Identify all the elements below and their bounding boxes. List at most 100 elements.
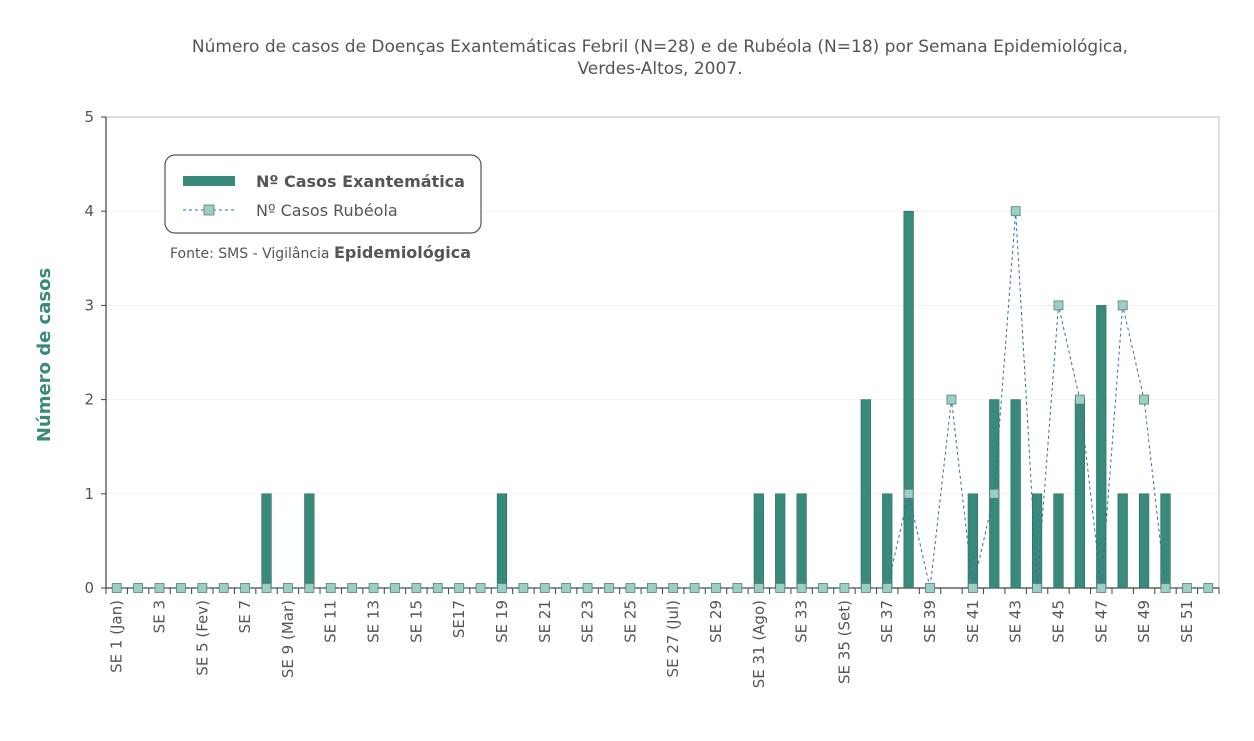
point-rubeola-20: [518, 583, 529, 593]
point-rubeola-26: [646, 583, 657, 593]
x-tick-label-27: SE 27 (Jul): [664, 600, 682, 677]
x-tick-label-1: SE 1 (Jan): [108, 600, 126, 673]
point-rubeola-24: [604, 583, 614, 593]
point-rubeola-13: [368, 583, 379, 593]
x-tick-label-33: SE 33: [793, 600, 811, 643]
x-tick-label-43: SE 43: [1007, 600, 1025, 643]
point-rubeola-11: [325, 583, 336, 593]
point-rubeola-14: [390, 583, 400, 593]
legend-label-exantematica: Nº Casos Exantemática: [256, 172, 465, 191]
point-rubeola-9: [283, 583, 293, 593]
source-note: Fonte: SMS - Vigilância Epidemiológica: [170, 243, 471, 262]
point-rubeola-52: [1203, 583, 1214, 593]
bar-exantematica-36: [860, 399, 871, 589]
bar-exantematica-19: [496, 493, 508, 589]
point-rubeola-3: [154, 583, 165, 593]
y-tick-labels: 0 1 2 3 4 5: [84, 108, 106, 597]
point-rubeola-18: [475, 583, 486, 593]
y-tick-label-3: 3: [84, 296, 94, 314]
y-axis-label: Número de casos: [34, 268, 55, 442]
bar-exantematica-32: [775, 493, 786, 589]
point-rubeola-4: [176, 583, 186, 593]
x-tick-label-7: SE 7: [236, 600, 254, 633]
x-tick-label-29: SE 29: [707, 600, 725, 643]
x-tick-label-23: SE 23: [579, 600, 597, 643]
point-rubeola-34: [818, 583, 828, 593]
point-rubeola-33: [796, 583, 807, 593]
point-rubeola-50: [1160, 583, 1171, 593]
point-rubeola-45: [1053, 300, 1064, 311]
point-rubeola-38: [903, 488, 914, 499]
point-rubeola-41: [967, 583, 978, 593]
x-tick-label-11: SE 11: [322, 600, 340, 643]
point-rubeola-1: [111, 583, 122, 593]
chart-title-line2: Verdes-Altos, 2007.: [577, 59, 742, 79]
point-rubeola-5: [197, 583, 208, 593]
point-rubeola-39: [925, 583, 935, 593]
source-emphasis: Epidemiológica: [334, 243, 471, 262]
x-tick-label-15: SE 15: [407, 600, 425, 643]
x-tick-label-31: SE 31 (Ago): [750, 600, 768, 688]
bar-exantematica-45: [1053, 493, 1064, 589]
bar-exantematica-50: [1160, 493, 1171, 589]
point-rubeola-36: [860, 583, 871, 593]
bar-exantematica-49: [1138, 493, 1150, 589]
y-tick-label-5: 5: [84, 108, 94, 126]
x-tick-label-49: SE 49: [1135, 600, 1153, 643]
point-rubeola-19: [497, 583, 507, 593]
point-rubeola-31: [753, 583, 764, 593]
point-rubeola-47: [1096, 583, 1107, 593]
x-ticks: SE 1 (Jan) SE 3 SE 5 (Fev) SE 7 SE 9 (Mar) SE…: [105, 588, 1220, 688]
point-rubeola-16: [432, 583, 443, 593]
point-rubeola-27: [668, 583, 679, 593]
x-tick-label-51: SE 51: [1178, 600, 1196, 643]
x-tick-label-13: SE 13: [365, 600, 383, 643]
point-rubeola-25: [625, 583, 636, 593]
y-tick-label-1: 1: [84, 485, 94, 503]
bar-exantematica-10: [304, 493, 315, 589]
point-rubeola-7: [240, 583, 251, 593]
x-tick-label-5: SE 5 (Fev): [193, 600, 211, 676]
bar-exantematica-43: [1010, 399, 1021, 589]
point-rubeola-40: [946, 394, 957, 405]
x-tick-label-39: SE 39: [921, 600, 939, 643]
source-prefix: Fonte: SMS - Vigilância: [170, 246, 334, 262]
point-rubeola-2: [133, 583, 144, 593]
bar-exantematica-44: [1031, 493, 1043, 589]
x-tick-label-45: SE 45: [1049, 600, 1067, 643]
x-tick-label-3: SE 3: [151, 600, 169, 633]
x-tick-label-21: SE 21: [536, 600, 554, 643]
point-rubeola-29: [711, 583, 721, 593]
legend-bar-swatch: [183, 176, 235, 186]
point-rubeola-17: [454, 583, 465, 593]
point-rubeola-42: [989, 488, 1000, 499]
point-rubeola-43: [1010, 206, 1021, 217]
y-tick-label-4: 4: [84, 202, 94, 220]
point-rubeola-32: [775, 583, 786, 593]
y-tick-label-2: 2: [84, 391, 94, 409]
point-rubeola-22: [561, 583, 572, 593]
legend-marker-swatch: [203, 204, 215, 216]
point-rubeola-28: [689, 583, 700, 593]
x-tick-label-17: SE17: [450, 600, 468, 638]
point-rubeola-6: [218, 583, 229, 593]
point-rubeola-48: [1117, 300, 1128, 311]
x-tick-label-19: SE 19: [493, 600, 511, 643]
x-tick-label-37: SE 37: [878, 600, 896, 643]
line-rubeola-path: [116, 211, 1209, 589]
y-tick-label-0: 0: [84, 579, 94, 597]
chart-title-line1: Número de casos de Doenças Exantemáticas…: [192, 37, 1128, 57]
point-rubeola-44: [1032, 583, 1042, 593]
x-tick-label-9: SE 9 (Mar): [279, 600, 297, 678]
x-tick-label-35: SE 35 (Set): [835, 600, 853, 684]
bar-exantematica-37: [882, 493, 893, 589]
point-rubeola-49: [1139, 394, 1149, 405]
bar-exantematica-33: [796, 493, 807, 589]
line-series-rubeola: [111, 206, 1214, 593]
point-rubeola-46: [1074, 394, 1085, 405]
point-rubeola-15: [411, 583, 422, 593]
point-rubeola-8: [261, 583, 272, 593]
legend: Nº Casos Exantemática Nº Casos Rubéola: [164, 154, 482, 234]
bar-exantematica-38: [903, 210, 914, 589]
